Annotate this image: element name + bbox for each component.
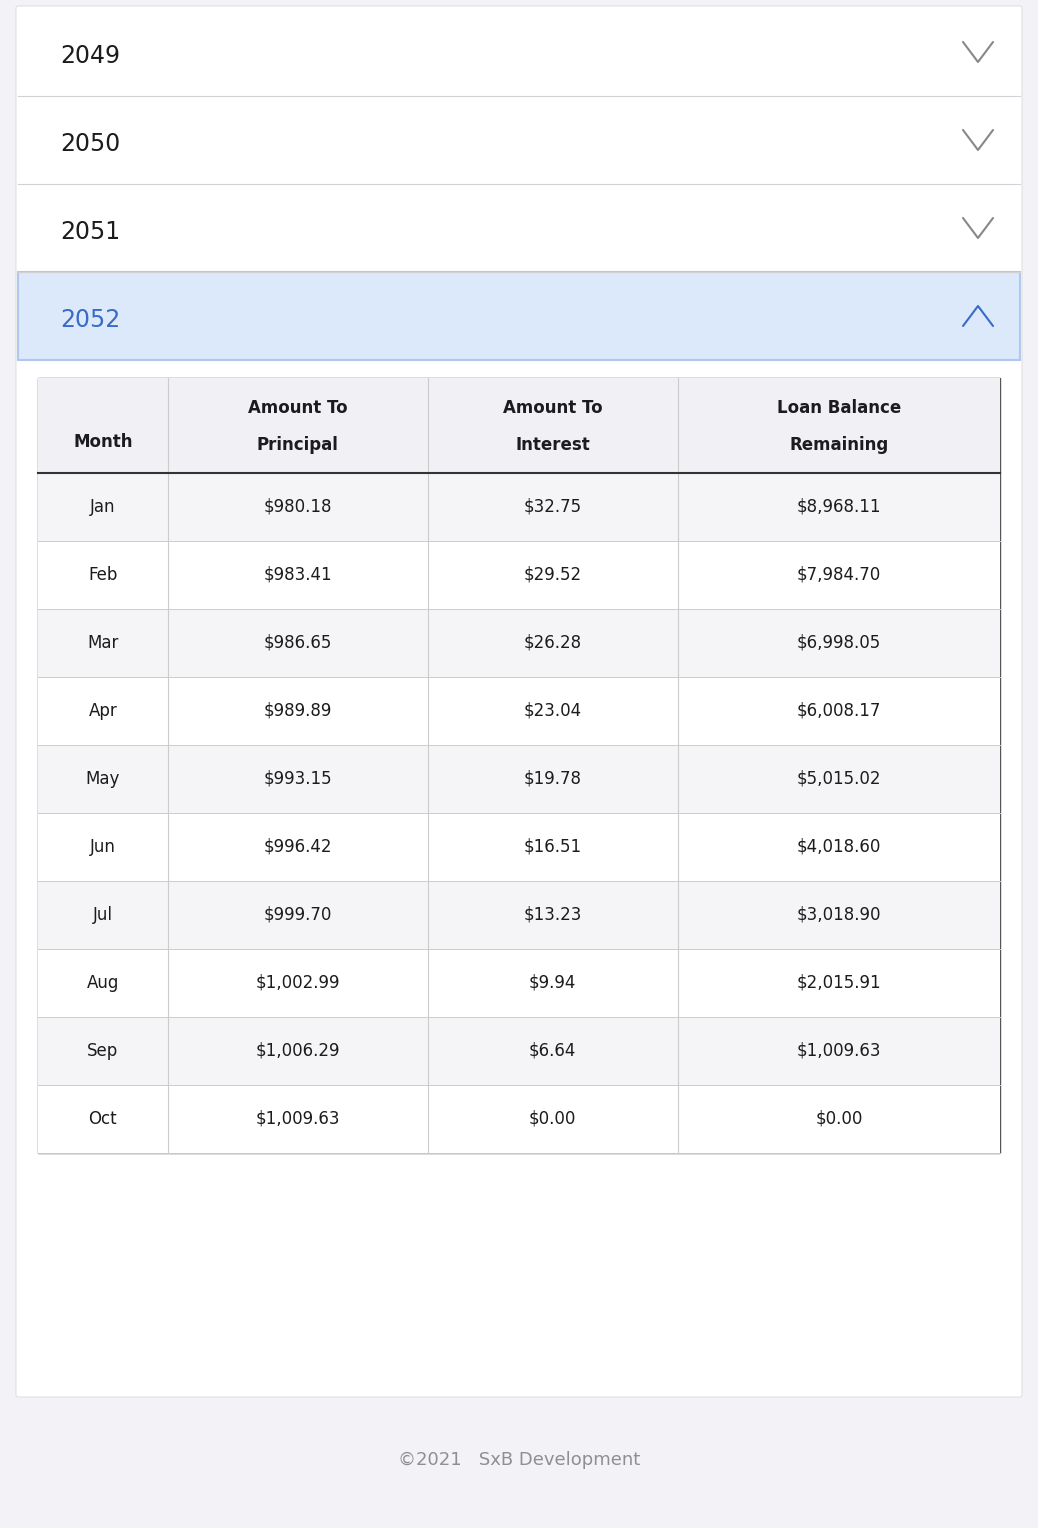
FancyBboxPatch shape [16,6,1022,1397]
FancyBboxPatch shape [18,272,1020,361]
Text: $7,984.70: $7,984.70 [797,565,881,584]
Text: 2049: 2049 [60,44,120,69]
Text: $9.94: $9.94 [529,973,576,992]
Bar [38,1018,1000,1085]
Text: $983.41: $983.41 [264,565,332,584]
Bar [38,1085,1000,1154]
Text: $986.65: $986.65 [264,634,332,652]
Text: Amount To: Amount To [248,399,348,417]
Bar [38,377,1000,1154]
Bar [38,882,1000,949]
Text: 2051: 2051 [60,220,120,244]
Text: $1,006.29: $1,006.29 [255,1042,340,1060]
Bar [38,949,1000,1018]
Text: Jul: Jul [93,906,113,924]
Text: $0.00: $0.00 [529,1109,576,1128]
Text: $6,998.05: $6,998.05 [797,634,881,652]
Text: $8,968.11: $8,968.11 [796,498,881,516]
Text: $23.04: $23.04 [523,701,581,720]
Text: Oct: Oct [88,1109,117,1128]
Text: $26.28: $26.28 [523,634,581,652]
Text: Principal: Principal [256,435,338,454]
Bar [38,813,1000,882]
Text: Loan Balance: Loan Balance [776,399,901,417]
Text: $6,008.17: $6,008.17 [797,701,881,720]
Text: Remaining: Remaining [789,435,889,454]
Text: May: May [86,770,120,788]
Text: Apr: Apr [88,701,117,720]
Text: $980.18: $980.18 [264,498,332,516]
Bar [38,746,1000,813]
Text: Jun: Jun [90,837,116,856]
Text: $3,018.90: $3,018.90 [796,906,881,924]
Text: $999.70: $999.70 [264,906,332,924]
Text: $19.78: $19.78 [523,770,581,788]
Text: $6.64: $6.64 [529,1042,576,1060]
Text: 2052: 2052 [60,309,120,333]
Text: Feb: Feb [88,565,117,584]
Text: $0.00: $0.00 [815,1109,863,1128]
Text: ©2021   SxB Development: ©2021 SxB Development [398,1452,640,1468]
Text: Month: Month [74,432,133,451]
Text: Amount To: Amount To [502,399,602,417]
Text: $32.75: $32.75 [523,498,581,516]
Text: $1,002.99: $1,002.99 [255,973,340,992]
Text: Sep: Sep [87,1042,118,1060]
Text: $13.23: $13.23 [523,906,582,924]
Bar [38,610,1000,677]
Text: $4,018.60: $4,018.60 [797,837,881,856]
Text: $2,015.91: $2,015.91 [796,973,881,992]
Bar [38,474,1000,541]
Text: Mar: Mar [87,634,118,652]
Text: Jan: Jan [90,498,115,516]
Text: 2050: 2050 [60,133,120,156]
Text: $989.89: $989.89 [264,701,332,720]
Bar [38,377,1000,474]
Text: $16.51: $16.51 [523,837,581,856]
Text: $29.52: $29.52 [523,565,581,584]
Text: $1,009.63: $1,009.63 [255,1109,340,1128]
Text: Interest: Interest [515,435,590,454]
Text: $993.15: $993.15 [264,770,332,788]
Bar [38,677,1000,746]
Text: $996.42: $996.42 [264,837,332,856]
Text: Aug: Aug [87,973,119,992]
Bar [38,541,1000,610]
Text: $1,009.63: $1,009.63 [796,1042,881,1060]
Text: $5,015.02: $5,015.02 [796,770,881,788]
